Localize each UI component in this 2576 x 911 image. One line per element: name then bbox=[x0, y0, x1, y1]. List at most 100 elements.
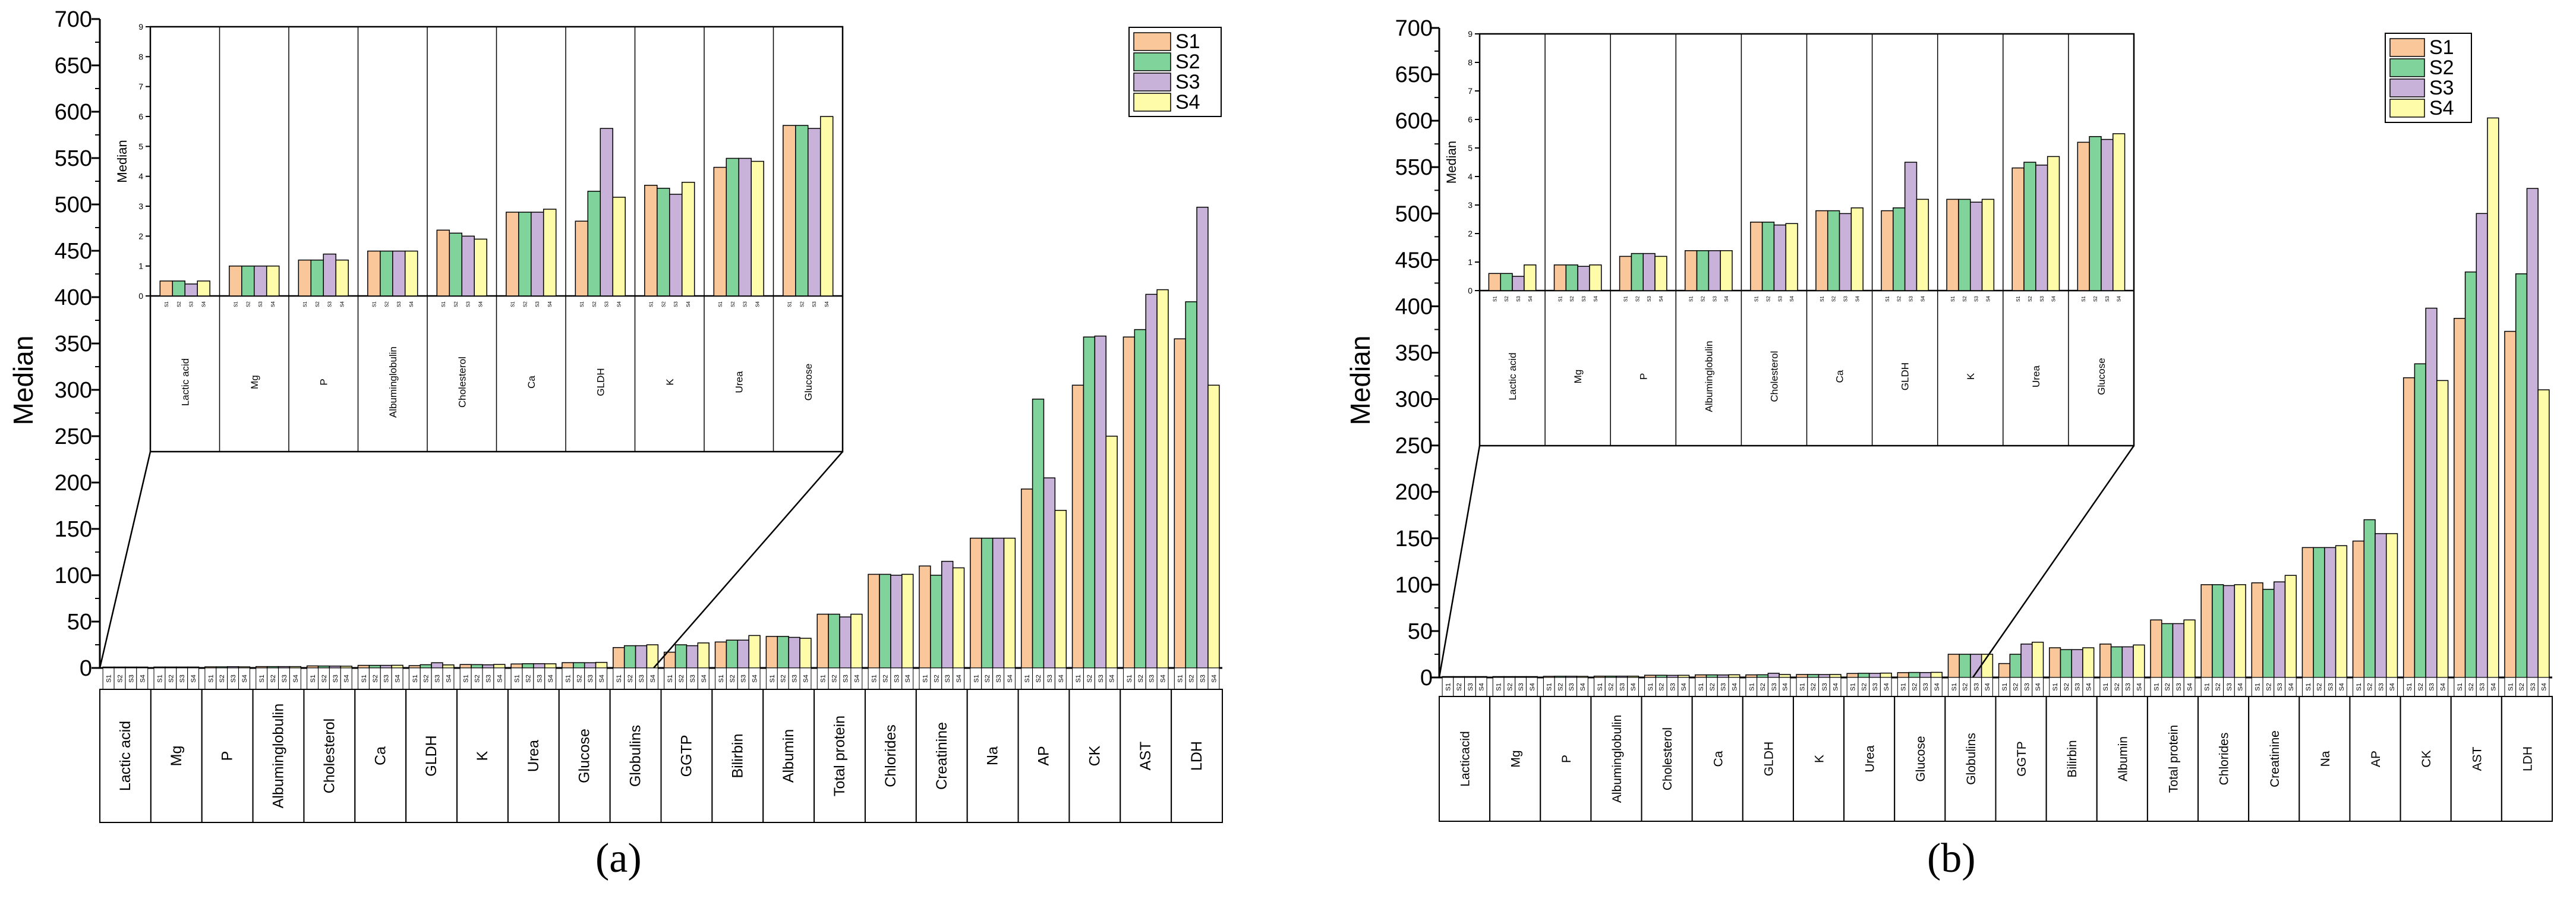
sample-tick-label: S2 bbox=[1456, 683, 1463, 691]
inset-category-label: GLDH bbox=[1900, 362, 1911, 390]
sample-tick-label: S2 bbox=[831, 674, 838, 682]
legend-swatch-s3 bbox=[2389, 78, 2425, 97]
bar-ca-s2 bbox=[1705, 674, 1719, 678]
bar-bilirbin-s3 bbox=[2071, 649, 2083, 678]
inset-bar-albuminglobulin-s2 bbox=[1696, 250, 1710, 291]
legend-swatch-s2 bbox=[1133, 52, 1171, 71]
category-label: Chlorides bbox=[882, 724, 899, 787]
sample-tick-label: S4 bbox=[1058, 674, 1065, 682]
category-box bbox=[1540, 696, 1592, 822]
inset-bar-glucose-s2 bbox=[795, 125, 809, 297]
bar-na-s3 bbox=[2324, 547, 2337, 678]
bar-albumin-s3 bbox=[2121, 646, 2134, 678]
bar-k-s3 bbox=[1818, 674, 1831, 678]
category-box bbox=[1171, 689, 1223, 823]
y-tick-label: 250 bbox=[1395, 434, 1433, 459]
bar-ast-s2 bbox=[1134, 329, 1146, 669]
inset-bar-ca-s4 bbox=[543, 209, 557, 297]
bar-ggtp-s4 bbox=[697, 642, 710, 669]
sample-tick-label: S3 bbox=[383, 674, 390, 682]
bar-gldh-s1 bbox=[1745, 674, 1758, 678]
sample-tick-label: S2 bbox=[1810, 683, 1817, 691]
bar-ldh-s3 bbox=[2526, 188, 2539, 678]
sample-tick-label: S2 bbox=[1506, 683, 1514, 691]
inset-category-label: K bbox=[664, 379, 676, 386]
sample-tick-label: S3 bbox=[485, 674, 492, 682]
bar-creatinine-s3 bbox=[2274, 581, 2286, 678]
sample-tick-label: S2 bbox=[1608, 683, 1615, 691]
y-tick-label: 700 bbox=[1395, 16, 1433, 41]
inset-sample-label: S4 bbox=[755, 301, 761, 307]
inset-bar-k-s1 bbox=[1946, 198, 1959, 291]
sample-tick-label: S2 bbox=[168, 674, 175, 682]
sample-tick-label: S1 bbox=[2204, 683, 2211, 691]
sample-tick-label: S3 bbox=[587, 674, 594, 682]
inset-bar-glucose-s4 bbox=[2112, 133, 2126, 291]
inset-sample-label: S2 bbox=[1962, 296, 1968, 302]
y-tick-label: 600 bbox=[1395, 109, 1433, 134]
inset-sample-label: S4 bbox=[547, 301, 553, 307]
bar-gldh-s2 bbox=[420, 664, 432, 669]
zoom-connector-left bbox=[99, 451, 152, 669]
inset-bar-k-s2 bbox=[1958, 198, 1971, 291]
sample-tick-label: S4 bbox=[752, 674, 759, 682]
category-label: Creatinine bbox=[2268, 730, 2282, 787]
inset-sample-label: S1 bbox=[1754, 296, 1760, 302]
sample-tick-label: S1 bbox=[2406, 683, 2413, 691]
sample-tick-label: S2 bbox=[2417, 683, 2424, 691]
inset-bar-urea-s1 bbox=[713, 166, 727, 297]
bar-ggtp-s2 bbox=[2009, 654, 2022, 678]
inset-sample-label: S1 bbox=[371, 301, 377, 307]
bar-globulins-s3 bbox=[635, 645, 648, 669]
sample-tick-label: S1 bbox=[1951, 683, 1958, 691]
bar-bilirbin-s4 bbox=[2082, 647, 2095, 678]
bar-ck-s1 bbox=[1071, 384, 1084, 669]
bar-creatinine-s3 bbox=[941, 560, 954, 669]
bar-k-s4 bbox=[1829, 674, 1842, 678]
y-tick-label: 50 bbox=[67, 610, 92, 635]
sample-tick-label: S1 bbox=[2457, 683, 2464, 691]
inset-bar-urea-s2 bbox=[726, 157, 740, 297]
category-box bbox=[201, 689, 254, 823]
inset-bar-mg-s4 bbox=[1589, 264, 1602, 291]
category-label: Albuminglobulin bbox=[270, 704, 287, 809]
sample-tick-label: S4 bbox=[904, 674, 912, 682]
sample-tick-label: S4 bbox=[1109, 674, 1116, 682]
sample-tick-label: S3 bbox=[2125, 683, 2132, 691]
category-box bbox=[2248, 696, 2300, 822]
bar-ck-s1 bbox=[2402, 377, 2416, 678]
sample-tick-label: S1 bbox=[1496, 683, 1503, 691]
inset-y-tick-label: 3 bbox=[138, 201, 143, 211]
inset-y-axis-title: Median bbox=[115, 140, 130, 182]
bar-total-protein-s2 bbox=[2161, 623, 2174, 678]
inset-bar-p-s1 bbox=[1619, 256, 1632, 291]
sample-tick-label: S1 bbox=[565, 674, 572, 682]
sample-tick-label: S1 bbox=[718, 674, 725, 682]
inset-bar-lactic-acid-s2 bbox=[1500, 273, 1513, 291]
sample-tick-label: S4 bbox=[1782, 683, 1789, 691]
inset-bar-cholesterol-s2 bbox=[1761, 222, 1775, 291]
y-tick-label: 650 bbox=[1395, 62, 1433, 87]
bar-gldh-s4 bbox=[1779, 674, 1791, 678]
sample-tick-label: S4 bbox=[1579, 683, 1587, 691]
inset-y-tick-label: 2 bbox=[138, 231, 143, 241]
sample-tick-label: S4 bbox=[1529, 683, 1536, 691]
sample-tick-label: S3 bbox=[1568, 683, 1575, 691]
bar-albumin-s4 bbox=[799, 638, 812, 669]
sample-tick-label: S3 bbox=[1619, 683, 1626, 691]
inset-bar-gldh-s4 bbox=[612, 197, 626, 297]
sample-tick-label: S4 bbox=[241, 674, 248, 682]
category-label: GLDH bbox=[1762, 742, 1776, 776]
sample-tick-label: S4 bbox=[2136, 683, 2143, 691]
sample-tick-label: S2 bbox=[882, 674, 889, 682]
inset-sample-label: S1 bbox=[1689, 296, 1694, 302]
sample-tick-label: S1 bbox=[412, 674, 419, 682]
category-box bbox=[1017, 689, 1070, 823]
inset-sample-label: S3 bbox=[1581, 296, 1587, 302]
bar-chlorides-s2 bbox=[2212, 584, 2224, 678]
sample-tick-label: S3 bbox=[1467, 683, 1474, 691]
sample-tick-label: S1 bbox=[514, 674, 521, 682]
category-label: AST bbox=[1137, 742, 1154, 771]
inset-sample-label: S2 bbox=[730, 301, 736, 307]
